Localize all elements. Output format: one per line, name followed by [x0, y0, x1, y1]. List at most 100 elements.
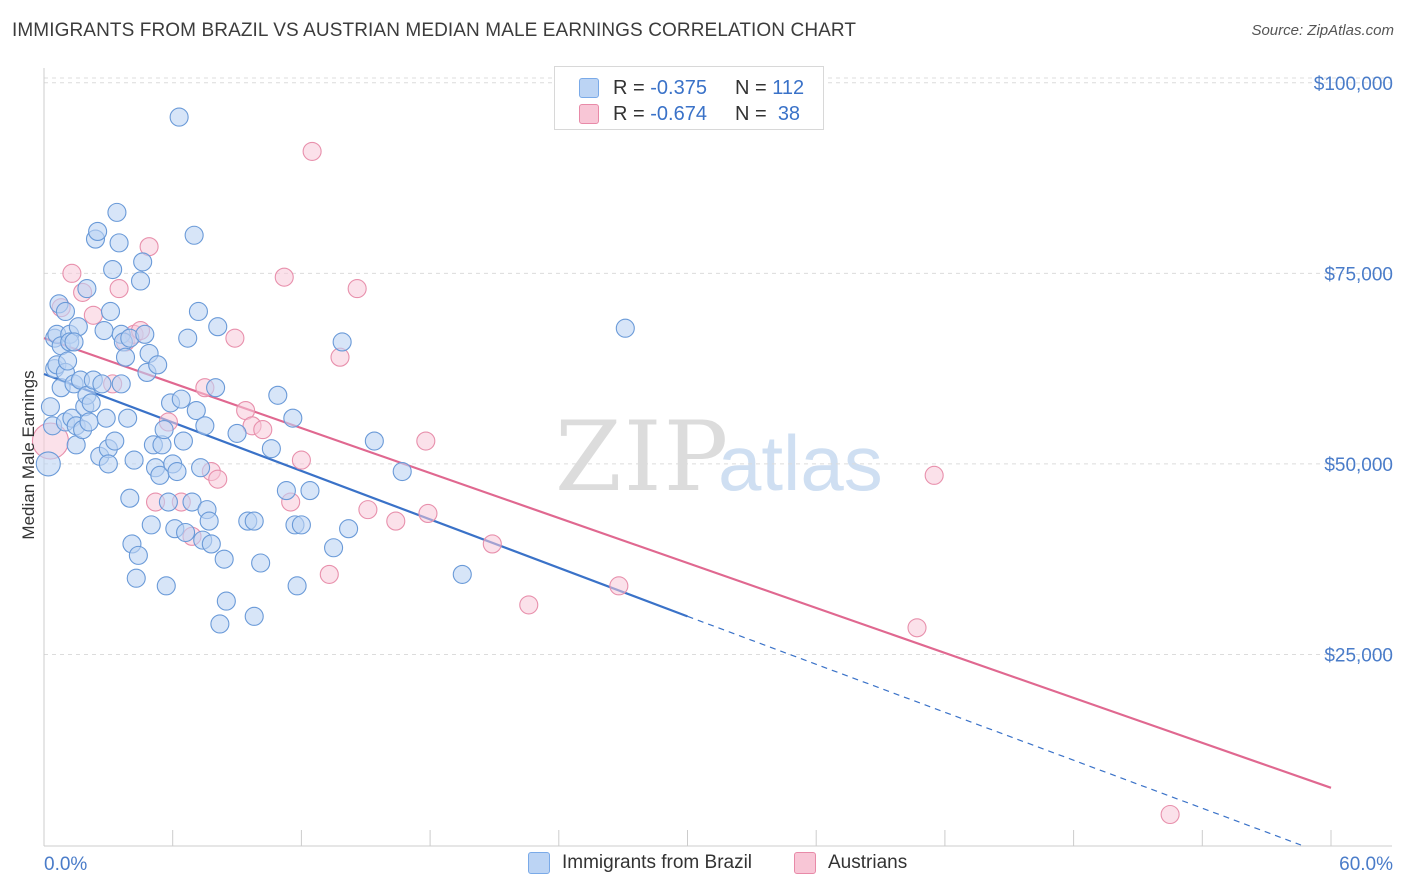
data-point-brazil	[92, 374, 112, 394]
y-tick-label: $25,000	[1324, 645, 1393, 666]
data-point-austrians	[386, 511, 406, 531]
data-point-brazil	[276, 481, 296, 501]
data-point-brazil	[244, 606, 264, 626]
data-point-brazil	[154, 420, 174, 440]
data-point-austrians	[291, 450, 311, 470]
data-point-austrians	[1160, 804, 1180, 825]
data-point-austrians	[83, 305, 103, 325]
data-point-brazil	[291, 515, 311, 535]
x-tick-label: 0.0%	[44, 854, 87, 875]
n-label: N =	[735, 76, 767, 99]
data-point-brazil	[141, 515, 161, 535]
y-tick-label: $100,000	[1314, 74, 1393, 95]
trend-brazil	[43, 372, 1302, 846]
data-point-brazil	[176, 522, 196, 543]
data-point-brazil	[79, 412, 99, 432]
data-point-brazil	[216, 591, 236, 611]
y-tick-label: $50,000	[1324, 455, 1393, 476]
data-point-brazil	[392, 461, 412, 482]
data-point-brazil	[120, 488, 140, 508]
data-point-brazil	[81, 393, 101, 413]
data-point-brazil	[261, 439, 281, 459]
data-point-brazil	[186, 401, 206, 421]
watermark-zip: ZIP	[555, 401, 730, 513]
trend-line-dashed	[687, 615, 1302, 846]
data-point-austrians	[416, 431, 436, 451]
data-point-brazil	[128, 545, 148, 565]
r-label: R =	[613, 102, 645, 125]
data-point-austrians	[274, 267, 294, 287]
data-point-austrians	[347, 279, 367, 299]
data-point-austrians	[208, 469, 228, 489]
legend-swatch-austrians	[794, 852, 816, 874]
data-point-brazil	[169, 107, 189, 127]
data-point-brazil	[103, 259, 123, 280]
legend-r-brazil: R = -0.375	[613, 77, 735, 100]
data-point-brazil	[58, 351, 78, 371]
data-point-brazil	[184, 225, 204, 245]
data-point-brazil	[171, 389, 191, 409]
data-point-austrians	[358, 500, 378, 520]
grid-lines	[44, 77, 1392, 655]
data-point-austrians	[109, 279, 129, 299]
r-label: R =	[613, 76, 645, 99]
watermark: ZIP atlas	[555, 401, 883, 513]
data-point-brazil	[199, 511, 219, 531]
data-point-brazil	[191, 458, 211, 478]
y-axis-label: Median Male Earnings	[19, 370, 38, 539]
n-label: N =	[735, 102, 767, 125]
data-point-brazil	[130, 271, 151, 291]
data-point-brazil	[94, 320, 114, 341]
data-point-brazil	[148, 355, 168, 375]
data-point-brazil	[118, 408, 138, 428]
data-point-brazil	[188, 301, 208, 322]
data-point-austrians	[418, 503, 438, 523]
legend-label-austrians: Austrians	[828, 852, 908, 873]
data-point-brazil	[133, 252, 153, 272]
data-point-austrians	[319, 564, 339, 584]
r-value: -0.375	[650, 76, 707, 99]
trend-line-solid	[43, 372, 688, 618]
data-point-brazil	[324, 538, 344, 558]
r-value: -0.674	[650, 102, 707, 125]
trend-line-solid	[43, 337, 1332, 789]
data-point-brazil	[210, 614, 230, 634]
data-point-brazil	[98, 454, 118, 474]
n-value: 38	[777, 102, 801, 125]
data-point-brazil	[195, 416, 215, 436]
data-point-brazil	[107, 202, 127, 222]
data-point-brazil	[64, 332, 84, 352]
legend-r-austrians: R = -0.674	[613, 103, 735, 126]
data-point-brazil	[214, 549, 234, 569]
y-tick-label: $75,000	[1324, 264, 1393, 285]
y-tick-labels: $25,000 $50,000 $75,000 $100,000	[1314, 74, 1393, 667]
data-point-austrians	[225, 328, 245, 348]
data-point-brazil	[126, 568, 146, 588]
data-point-brazil	[77, 279, 97, 299]
legend-row-austrians: R = -0.674 N = 38	[579, 102, 800, 126]
legend-item-austrians[interactable]: Austrians	[794, 852, 907, 874]
data-point-brazil	[268, 385, 288, 405]
data-point-brazil	[135, 324, 155, 344]
data-point-austrians	[907, 618, 927, 638]
data-point-brazil	[55, 301, 75, 322]
data-point-austrians	[519, 595, 539, 615]
legend-label-brazil: Immigrants from Brazil	[562, 852, 753, 873]
data-point-brazil	[96, 408, 116, 428]
data-point-brazil	[208, 317, 228, 337]
legend-swatch-brazil	[528, 852, 550, 874]
trend-austrians	[43, 337, 1332, 789]
legend-item-brazil[interactable]: Immigrants from Brazil	[528, 852, 752, 874]
watermark-atlas: atlas	[718, 419, 883, 507]
data-point-brazil	[615, 318, 635, 338]
data-point-brazil	[124, 450, 144, 470]
points-brazil	[35, 107, 635, 634]
data-point-brazil	[35, 451, 61, 477]
data-point-brazil	[156, 576, 176, 596]
data-point-brazil	[206, 378, 226, 398]
data-point-brazil	[201, 534, 221, 554]
data-point-brazil	[105, 431, 125, 451]
x-tick-label: 60.0%	[1339, 854, 1393, 875]
data-point-brazil	[244, 511, 264, 531]
